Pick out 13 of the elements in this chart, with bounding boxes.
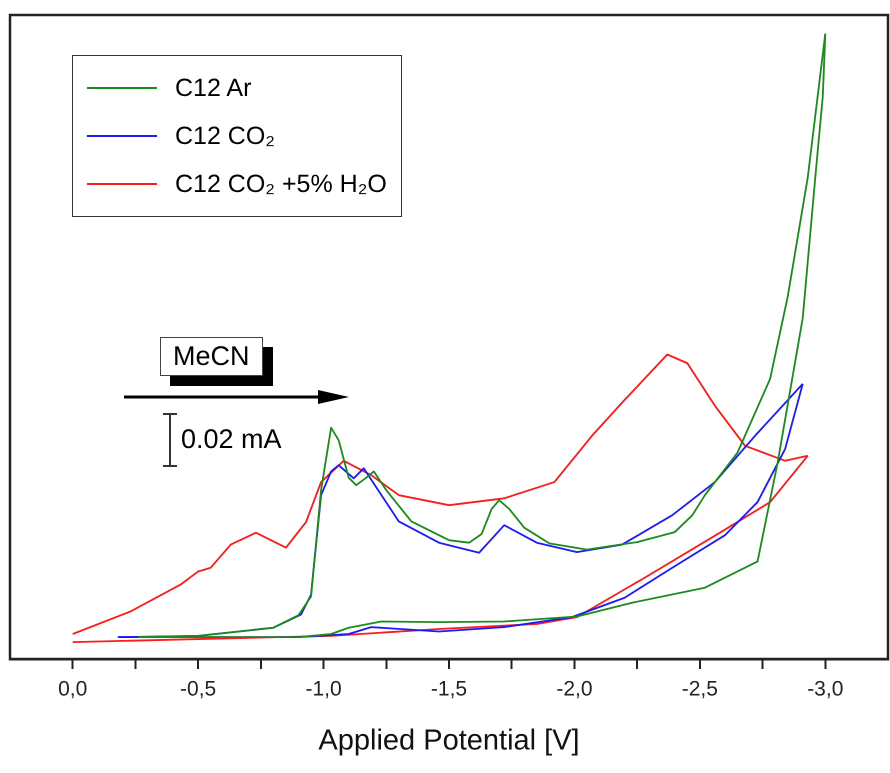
x-tick-label: 0,0 [58, 677, 88, 700]
x-tick-label: -2,0 [556, 677, 593, 700]
x-axis-title: Applied Potential [V] [318, 724, 580, 757]
legend-label: C12 CO₂ +5% H₂O [175, 170, 387, 198]
annotation: 0.02 mA [181, 424, 282, 455]
x-tick-label: -0,5 [180, 677, 216, 700]
annotation: MeCN [160, 337, 263, 376]
x-tick-label: -1,5 [430, 677, 468, 700]
x-tick-label: -3,0 [807, 677, 844, 700]
x-tick-label: -2,5 [682, 677, 718, 700]
legend-label: C12 Ar [175, 74, 252, 102]
x-tick-label: -1,0 [305, 677, 342, 700]
legend-label: C12 CO₂ [175, 122, 276, 150]
